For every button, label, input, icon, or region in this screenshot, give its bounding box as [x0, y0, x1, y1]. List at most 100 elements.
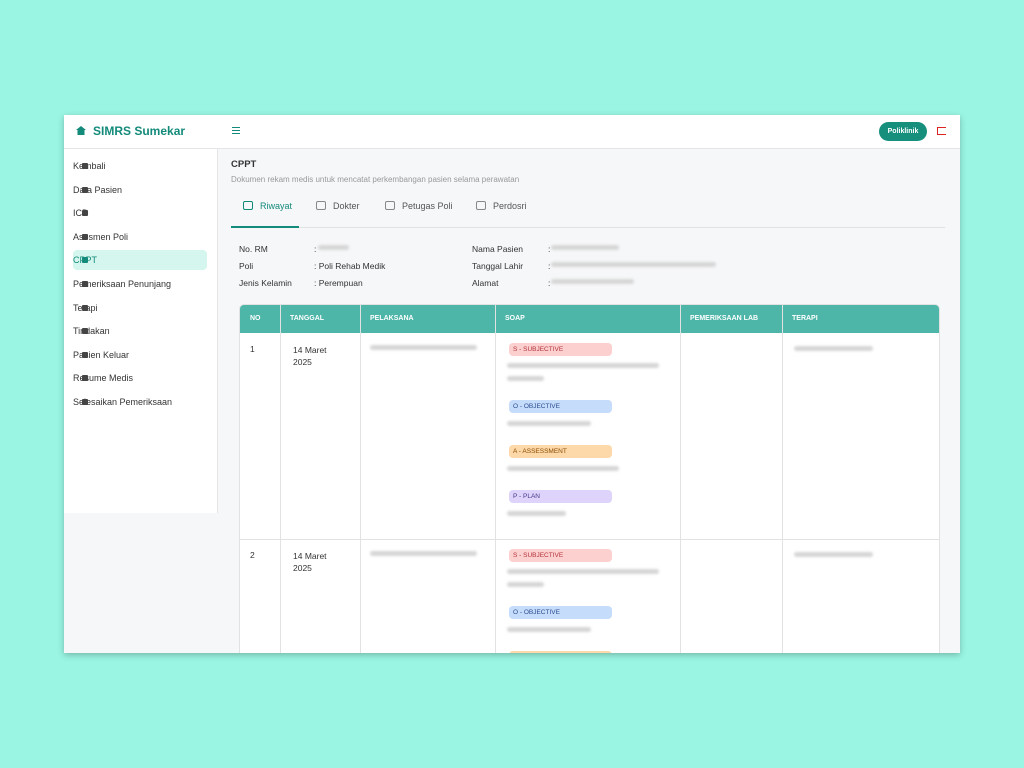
field-label: No. RM [239, 244, 268, 254]
soap-tag: O - OBJECTIVE [509, 606, 612, 619]
field-value: : Perempuan [314, 278, 363, 288]
menu-item[interactable]: Selesaikan Pemeriksaan [73, 392, 207, 412]
soap-tag-clipped [509, 651, 612, 653]
menu-icon [82, 375, 88, 382]
blurred-soap-text [507, 363, 659, 368]
menu-item[interactable]: Terapi [73, 298, 207, 318]
soap-tag: P - PLAN [509, 490, 612, 503]
menu-label: Terapi [73, 298, 207, 318]
tab[interactable]: Riwayat [243, 201, 292, 211]
blurred-soap-text [507, 582, 544, 587]
brand[interactable]: SIMRS Sumekar [93, 124, 186, 138]
column-header: NO [250, 315, 261, 322]
field-value: : Poli Rehab Medik [314, 261, 386, 271]
menu-label: Kembali [73, 161, 106, 171]
tab-icon [385, 201, 395, 210]
tab-label: Petugas Poli [402, 201, 453, 211]
column-line [680, 305, 681, 653]
soap-tag: O - OBJECTIVE [509, 400, 612, 413]
menu-label: CPPT [73, 250, 207, 270]
blurred-pelaksana [370, 551, 477, 556]
menu-label: Selesaikan Pemeriksaan [73, 397, 173, 407]
menu-item[interactable]: Pemeriksaan Penunjang [73, 274, 207, 294]
row-date: 14 Maret 2025 [293, 345, 327, 367]
column-header: PEMERIKSAAN LAB [690, 315, 759, 322]
soap-tag: A - ASSESSMENT [509, 445, 612, 458]
tab-icon [476, 201, 486, 210]
column-header: PELAKSANA [370, 315, 414, 322]
hamburger[interactable] [232, 127, 240, 134]
menu-label: Tindakan [73, 326, 110, 337]
tab[interactable]: Petugas Poli [385, 201, 453, 211]
menu-label: ICD [73, 208, 89, 219]
blurred-soap-text [507, 569, 659, 574]
cppt-table: NO TANGGAL PELAKSANA SOAP PEMERIKSAAN LAB TER… [239, 304, 940, 653]
tab-icon [316, 201, 326, 210]
column-header: TERAPI [792, 315, 818, 322]
logout-icon[interactable] [937, 127, 946, 135]
menu-label: Pasien Keluar [73, 349, 130, 360]
field-value: : [548, 244, 551, 254]
menu-item[interactable]: Pasien Keluar [73, 345, 207, 365]
row-number: 1 [250, 344, 255, 354]
blurred-soap-text [507, 511, 566, 516]
column-line [782, 305, 783, 653]
column-header: SOAP [505, 315, 525, 322]
page-subtitle: Dokumen rekam medis untuk mencatat perke… [231, 175, 520, 184]
blurred-pelaksana [370, 345, 477, 350]
row-line [240, 539, 939, 540]
menu-icon [82, 281, 88, 287]
blurred-soap-text [507, 466, 619, 471]
menu-label: Pemeriksaan Penunjang [73, 279, 172, 289]
topbar: Poliklinik [217, 115, 960, 149]
poliklinik-button[interactable]: Poliklinik [879, 122, 927, 141]
menu-icon [82, 163, 88, 169]
menu-item[interactable]: Resume Medis [73, 368, 207, 388]
menu-item[interactable]: Tindakan [73, 321, 207, 341]
field-value: : [548, 278, 551, 288]
field-label: Poli [239, 261, 254, 271]
blurred-soap-text [507, 376, 544, 381]
menu-icon [82, 186, 88, 193]
menu-icon [82, 328, 88, 335]
table-header [240, 305, 939, 333]
menu-label: Asesmen Poli [73, 231, 129, 242]
column-line [495, 305, 496, 653]
tab[interactable]: Dokter [316, 201, 360, 211]
home-icon [76, 126, 86, 135]
tab-label: Perdosri [493, 201, 527, 211]
menu-label: Data Pasien [73, 184, 123, 195]
column-line [280, 305, 281, 653]
row-date: 14 Maret 2025 [293, 551, 327, 573]
tab-icon [243, 201, 253, 210]
menu-label: Resume Medis [73, 373, 134, 384]
menu-item[interactable]: Asesmen Poli [73, 227, 207, 247]
menu-icon [82, 257, 88, 264]
menu-item[interactable]: Kembali [73, 156, 207, 176]
tab-label: Riwayat [260, 201, 293, 211]
field-label: Alamat [472, 278, 499, 288]
row-number: 2 [250, 550, 255, 560]
menu-item[interactable]: ICD [73, 203, 207, 223]
menu-item[interactable]: CPPT [73, 250, 207, 271]
blurred-soap-text [507, 627, 591, 632]
menu-icon [82, 351, 88, 358]
field-value: : [314, 244, 317, 254]
field-label: Nama Pasien [472, 244, 524, 254]
page-title: CPPT [231, 159, 257, 170]
tab-divider [231, 227, 945, 228]
active-tab-underline [231, 226, 299, 228]
blurred-terapi [794, 346, 873, 351]
menu-icon [82, 210, 88, 217]
menu-item[interactable]: Data Pasien [73, 180, 207, 200]
tab-label: Dokter [333, 201, 360, 211]
field-value: : [548, 261, 551, 271]
soap-tag: S - SUBJECTIVE [509, 343, 612, 356]
field-label: Jenis Kelamin [239, 278, 292, 288]
column-header: TANGGAL [290, 315, 325, 322]
tab[interactable]: Perdosri [476, 201, 527, 211]
blurred-soap-text [507, 421, 591, 426]
blurred-terapi [794, 552, 873, 557]
app-window: SIMRS Sumekar Kembali Data Pasien ICD Asesm… [64, 115, 960, 653]
